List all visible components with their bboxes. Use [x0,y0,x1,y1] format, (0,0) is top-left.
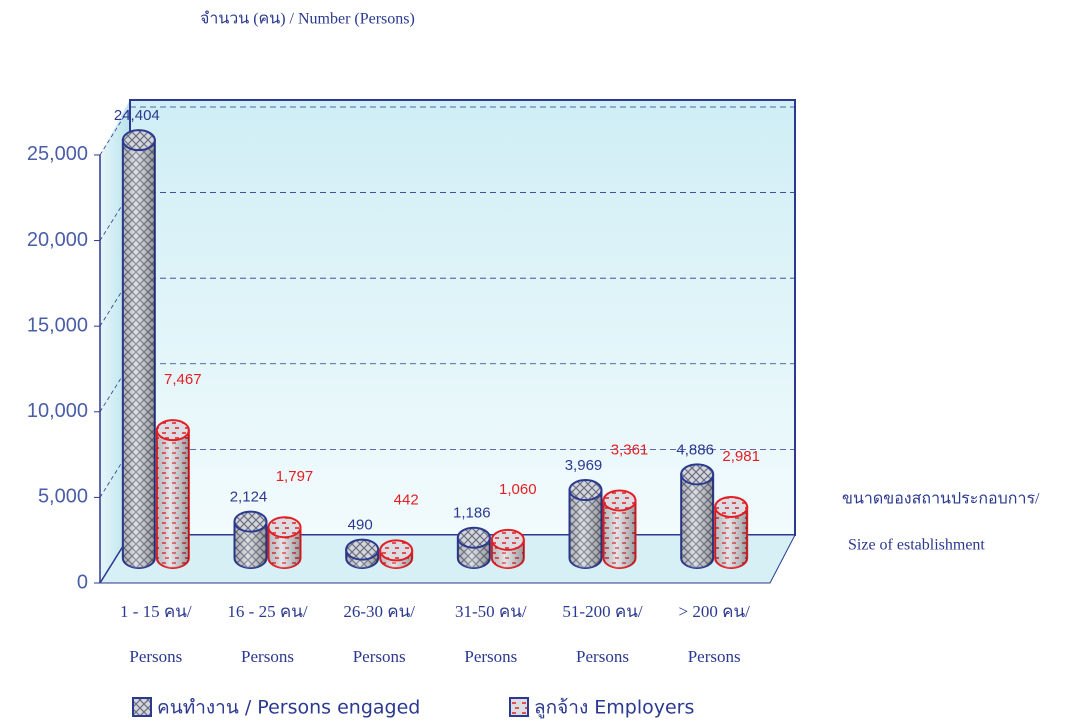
x-tick-label: 16 - 25 คน/ [227,602,307,621]
x-tick-label: Persons [353,647,406,666]
x-axis-title: ขนาดของสถานประกอบการ/ [842,491,1040,508]
value-label: 1,797 [276,468,314,485]
bar-top [568,479,603,502]
cylinder: 24,404 [114,107,160,569]
x-tick-label: Persons [129,647,182,666]
bar-top [490,528,525,551]
cylinder: 3,361 [602,441,649,569]
cylinder: 490 [345,517,380,569]
cylinder: 1,797 [267,468,314,569]
value-label: 3,969 [565,457,603,474]
y-tick-label: 5,000 [38,486,88,508]
bar-top [379,539,414,562]
bar-shade [715,506,748,568]
bar-shade [681,474,714,568]
y-tick-label: 20,000 [27,229,88,251]
grid-line [99,192,131,241]
cylinder: 7,467 [155,371,202,569]
x-axis-title: Size of establishment [848,537,985,554]
legend: คนทำงาน / Persons engaged ลูกจ้าง Employ… [132,697,694,719]
x-tick-label: Persons [688,647,741,666]
x-tick-label: 26-30 คน/ [343,602,415,621]
y-axis-title: จำนวน (คน) / Number (Persons) [200,11,415,28]
y-tick-label: 15,000 [27,314,88,336]
bar-shade [268,527,301,568]
back-wall [129,99,796,536]
x-tick-label: Persons [576,647,629,666]
bar-shade [603,500,636,568]
value-label: 2,124 [230,489,268,506]
cylinder: 442 [379,491,419,569]
cylinder: 1,060 [490,481,537,569]
value-label: 2,981 [722,448,760,465]
y-tick-label: 10,000 [27,400,88,422]
bar-top [155,419,190,442]
cylinder: 1,186 [453,505,491,569]
bar-top [602,489,637,512]
bar-shade [569,490,602,568]
x-tick-label: 51-200 คน/ [562,602,642,621]
cylinder: 2,124 [230,489,268,569]
x-tick-label: 31-50 คน/ [455,602,527,621]
y-tick-label: 0 [77,571,88,593]
cylinder: 2,981 [714,448,760,569]
bar-top [233,510,268,533]
value-label: 24,404 [114,107,160,124]
legend-swatch [509,697,529,717]
grid-line [99,106,131,156]
bar-shade [156,430,189,568]
bar-top [345,538,380,561]
grid-line [99,449,131,498]
value-label: 3,361 [611,441,649,458]
value-label: 490 [348,517,373,534]
bar-top [714,495,749,518]
value-label: 1,186 [453,505,491,522]
legend-label: ลูกจ้าง Employers [534,697,694,719]
legend-label: คนทำงาน / Persons engaged [157,697,420,719]
cylinder: 4,886 [676,441,715,569]
x-tick-label: > 200 คน/ [679,602,751,621]
value-label: 7,467 [164,371,202,388]
value-label: 442 [394,491,419,508]
value-label: 1,060 [499,481,537,498]
bar-top [456,526,491,549]
bar-top [121,129,156,152]
legend-swatch [132,697,152,717]
x-tick-label: Persons [241,647,294,666]
bar-top [267,516,302,539]
cylinder: 3,969 [565,457,603,569]
grid-line [99,363,131,412]
bar-shade [234,521,267,568]
bar-shade [122,140,155,568]
x-tick-label: Persons [464,647,517,666]
grid-line [99,277,131,327]
bar-top [680,463,715,486]
x-tick-label: 1 - 15 คน/ [120,602,192,621]
value-label: 4,886 [676,441,714,458]
y-tick-label: 25,000 [27,143,88,165]
